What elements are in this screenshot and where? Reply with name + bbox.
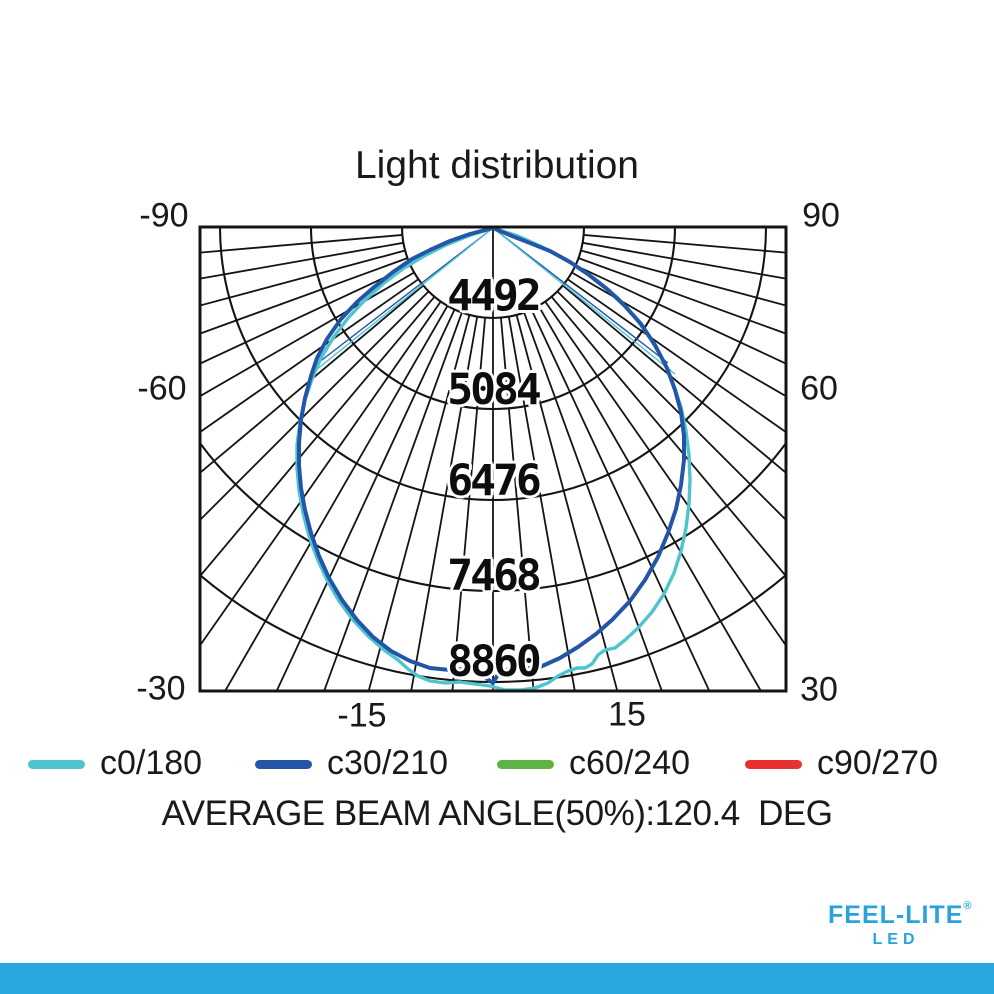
grid-ray <box>323 312 463 691</box>
grid-ray <box>530 309 711 691</box>
average-beam-angle-text: AVERAGE BEAM ANGLE(50%):120.4 DEG <box>161 794 833 833</box>
legend-swatch-c90-270 <box>745 760 802 769</box>
legend: c0/180 c30/210 c60/240 c90/270 <box>0 744 994 786</box>
grid-ray <box>275 309 456 691</box>
grid-ray <box>562 284 786 474</box>
legend-item: c60/240 <box>497 744 690 783</box>
grid-ray <box>544 301 786 646</box>
legend-item: c0/180 <box>28 744 202 783</box>
series-curve-c30-210 <box>297 227 686 685</box>
grid-ray <box>550 296 786 577</box>
grid-ray <box>583 234 786 254</box>
grid-ray <box>410 316 479 691</box>
grid-ray <box>200 257 408 335</box>
legend-label: c90/270 <box>817 744 938 782</box>
brand-logo: FEEL-LITE® LED <box>828 901 971 948</box>
ring-label: 6476 <box>447 456 542 506</box>
angle-label: 15 <box>608 695 646 734</box>
grid-ray <box>578 257 786 335</box>
grid-ray <box>556 290 786 521</box>
legend-label: c0/180 <box>100 744 203 782</box>
series-curves <box>295 227 692 691</box>
grid-ray <box>224 305 449 691</box>
ring-label: 7468 <box>447 551 542 601</box>
legend-item: c90/270 <box>745 744 938 783</box>
grid-ray <box>200 241 404 280</box>
ring-label: 8860 <box>447 637 542 687</box>
beam-angle-indicator-line <box>492 227 669 364</box>
grid-ray <box>200 296 436 577</box>
brand-logo-led: LED <box>872 931 920 948</box>
grid-ray <box>200 271 415 397</box>
ring-label: 5084 <box>447 365 542 415</box>
grid-ray <box>200 301 442 646</box>
grid-ray <box>451 317 486 691</box>
beam-angle-indicator-line <box>492 227 676 375</box>
chart-title: Light distribution <box>354 144 640 187</box>
beam-angle-indicator-line <box>317 227 494 364</box>
grid-ray <box>575 264 786 365</box>
grid-ray <box>571 271 786 397</box>
legend-item: c30/210 <box>255 744 448 783</box>
plot-border <box>198 225 788 693</box>
angle-label: 60 <box>800 369 838 408</box>
angle-label: -90 <box>139 196 189 235</box>
grid-ray <box>200 264 411 365</box>
angle-label: 90 <box>802 196 840 235</box>
grid-ray <box>367 314 471 691</box>
angle-label: -60 <box>137 369 187 408</box>
grid-ray <box>200 249 406 307</box>
grid-ray <box>200 278 419 433</box>
legend-swatch-c0-180 <box>28 760 85 769</box>
beam-angle-indicator-line <box>310 227 494 375</box>
legend-swatch-c30-210 <box>255 760 312 769</box>
brand-logo-text: FEEL-LITE <box>828 901 964 929</box>
legend-swatch-c60-240 <box>497 760 554 769</box>
legend-label: c30/210 <box>327 744 448 782</box>
angle-label: 30 <box>800 670 838 709</box>
ring-label: 4492 <box>447 271 542 321</box>
grid-ray <box>567 278 786 433</box>
footer-color-bar <box>0 963 994 994</box>
registered-mark-icon: ® <box>963 900 973 912</box>
brand-logo-name: FEEL-LITE® <box>828 901 971 929</box>
angle-label: -15 <box>337 696 387 735</box>
grid-ray <box>200 234 403 254</box>
grid-ray <box>200 290 430 521</box>
angle-label: -30 <box>136 669 186 708</box>
grid-ray <box>507 316 576 691</box>
grid-ray <box>537 305 762 691</box>
legend-label: c60/240 <box>569 744 690 782</box>
grid-ray <box>580 249 786 307</box>
grid-ray <box>582 241 786 280</box>
grid-ray <box>500 317 535 691</box>
